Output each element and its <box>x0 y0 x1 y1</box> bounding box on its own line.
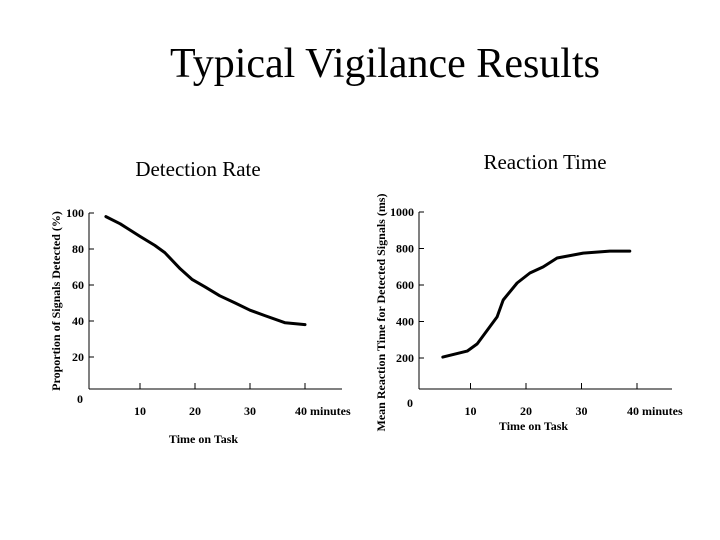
chart-title: Detection Rate <box>135 157 260 181</box>
y-tick-label: 0 <box>407 396 413 410</box>
y-tick-label: 80 <box>72 242 84 256</box>
x-tick-label: 40 minutes <box>627 404 683 418</box>
series-line <box>441 249 632 359</box>
x-tick-label: 40 minutes <box>295 404 351 418</box>
x-tick-label: 30 <box>576 404 588 418</box>
x-tick-label: 20 <box>189 404 201 418</box>
x-tick-label: 30 <box>244 404 256 418</box>
y-tick-label: 40 <box>72 314 84 328</box>
y-tick-label: 20 <box>72 350 84 364</box>
x-tick-label: 20 <box>520 404 532 418</box>
chart-reaction-time: Reaction Time 0 200 400 600 800 1000 10 20 30 40 m… <box>374 150 683 433</box>
y-tick-label: 600 <box>396 278 414 292</box>
x-axis-label: Time on Task <box>499 419 568 433</box>
y-tick-label: 0 <box>77 392 83 406</box>
slide-title: Typical Vigilance Results <box>169 41 600 87</box>
x-axis-label: Time on Task <box>169 432 238 446</box>
y-tick-label: 60 <box>72 278 84 292</box>
y-tick-label: 400 <box>396 315 414 329</box>
chart-detection-rate: Detection Rate 0 20 40 60 80 100 10 20 30 40 minut… <box>49 157 351 446</box>
y-tick-label: 1000 <box>390 205 414 219</box>
x-tick-label: 10 <box>134 404 146 418</box>
y-axis-label: Mean Reaction Time for Detected Signals … <box>374 194 388 432</box>
y-tick-label: 800 <box>396 242 414 256</box>
y-tick-label: 200 <box>396 351 414 365</box>
series-line <box>104 215 307 327</box>
y-axis-label: Proportion of Signals Detected (%) <box>49 211 63 391</box>
x-tick-label: 10 <box>465 404 477 418</box>
chart-title: Reaction Time <box>483 150 606 174</box>
y-tick-label: 100 <box>66 206 84 220</box>
